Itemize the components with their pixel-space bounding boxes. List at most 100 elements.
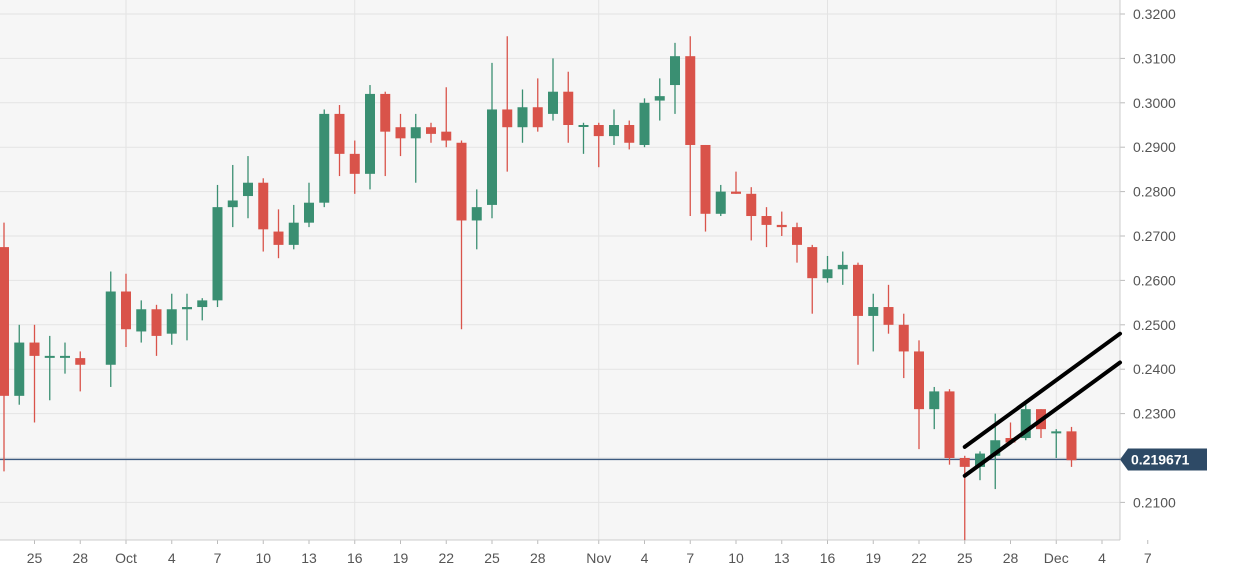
candle	[319, 109, 330, 208]
x-tick-label: Dec	[1044, 550, 1069, 566]
candle	[197, 298, 208, 321]
candle	[60, 342, 70, 374]
x-tick-label: 7	[214, 550, 222, 566]
candle-body	[380, 93, 391, 132]
candle	[578, 122, 589, 154]
x-tick-label: 10	[728, 550, 744, 566]
candle	[715, 184, 726, 217]
candle	[1051, 429, 1062, 458]
candle	[380, 91, 391, 177]
candle-body	[929, 391, 940, 410]
candle-body	[60, 355, 70, 358]
candle-body	[837, 264, 848, 270]
x-axis: 25 28 Oct 4 7 10 13 16 19 22 25 28 Nov 4 7 10 13 16 19 22 25…	[0, 539, 1152, 566]
candle	[151, 304, 162, 356]
candle-body	[75, 358, 86, 365]
candle-body	[731, 191, 741, 194]
candle	[532, 78, 543, 132]
candle	[654, 78, 665, 121]
candle-body	[1066, 431, 1077, 461]
x-tick-label: 7	[1144, 550, 1152, 566]
candle	[273, 209, 284, 259]
y-tick-label: 0.2100	[1133, 494, 1176, 510]
x-tick-label: 4	[641, 550, 649, 566]
candle	[395, 113, 406, 157]
x-tick-label: 19	[393, 550, 409, 566]
candle-body	[426, 127, 436, 134]
candle-body	[334, 113, 345, 154]
grid	[0, 0, 1120, 540]
candle-body	[44, 355, 55, 358]
y-tick-label: 0.2400	[1133, 361, 1176, 377]
candle-body	[959, 458, 970, 467]
candle	[14, 324, 25, 405]
candle-body	[807, 247, 818, 279]
x-tick-label: 4	[168, 550, 176, 566]
y-tick-label: 0.2900	[1133, 139, 1176, 155]
candle-body	[792, 227, 802, 245]
candle	[426, 122, 436, 143]
candle	[746, 187, 757, 241]
candle-body	[639, 102, 650, 145]
candle	[166, 293, 177, 345]
y-tick-label: 0.3100	[1133, 50, 1176, 66]
candle	[304, 182, 314, 228]
candle-body	[14, 342, 25, 396]
candle	[136, 300, 147, 343]
x-tick-label: Oct	[115, 550, 137, 566]
candle-body	[654, 96, 665, 101]
candle	[441, 87, 452, 148]
y-tick-label: 0.2500	[1133, 317, 1176, 333]
candle-body	[609, 125, 619, 137]
candle	[837, 251, 848, 285]
candle	[548, 58, 558, 121]
price-tag-box	[1120, 448, 1207, 471]
candle	[685, 36, 696, 217]
candle-body	[471, 207, 482, 221]
candle-body	[868, 307, 879, 316]
candle-body	[975, 453, 985, 467]
candle	[563, 71, 574, 143]
candle	[898, 313, 909, 379]
candle-body	[349, 153, 360, 174]
candle-body	[121, 291, 131, 330]
candle-body	[944, 391, 955, 458]
candle-body	[197, 300, 208, 308]
y-tick-label: 0.2700	[1133, 228, 1176, 244]
candle-body	[319, 113, 330, 203]
y-tick-label: 0.2800	[1133, 184, 1176, 200]
candle	[792, 222, 802, 263]
candle-body	[105, 291, 116, 365]
candle	[700, 144, 711, 232]
candle-body	[1020, 409, 1031, 439]
candle-body	[822, 269, 833, 279]
candle	[44, 335, 55, 401]
candle-body	[304, 202, 314, 223]
candle	[502, 36, 513, 172]
candle-body	[914, 351, 924, 410]
candle-body	[502, 109, 513, 128]
price-tag-label: 0.219671	[1131, 451, 1190, 467]
candle-body	[548, 91, 558, 114]
candle	[212, 184, 223, 308]
x-tick-label: Nov	[586, 550, 611, 566]
candle	[243, 156, 253, 219]
x-tick-label: 19	[865, 550, 881, 566]
candle-body	[776, 224, 787, 228]
candle-body	[700, 144, 711, 214]
candle	[349, 140, 360, 194]
candle-body	[410, 127, 421, 139]
candle-body	[0, 247, 9, 396]
candle	[761, 207, 772, 248]
x-tick-label: 22	[438, 550, 454, 566]
candle-body	[243, 182, 253, 197]
x-tick-label: 13	[301, 550, 317, 566]
candle-body	[517, 107, 528, 128]
y-tick-label: 0.3000	[1133, 95, 1176, 111]
candle	[121, 273, 131, 347]
candle	[471, 189, 482, 250]
candle	[807, 244, 818, 314]
x-tick-label: 13	[774, 550, 790, 566]
candle-body	[593, 125, 604, 137]
